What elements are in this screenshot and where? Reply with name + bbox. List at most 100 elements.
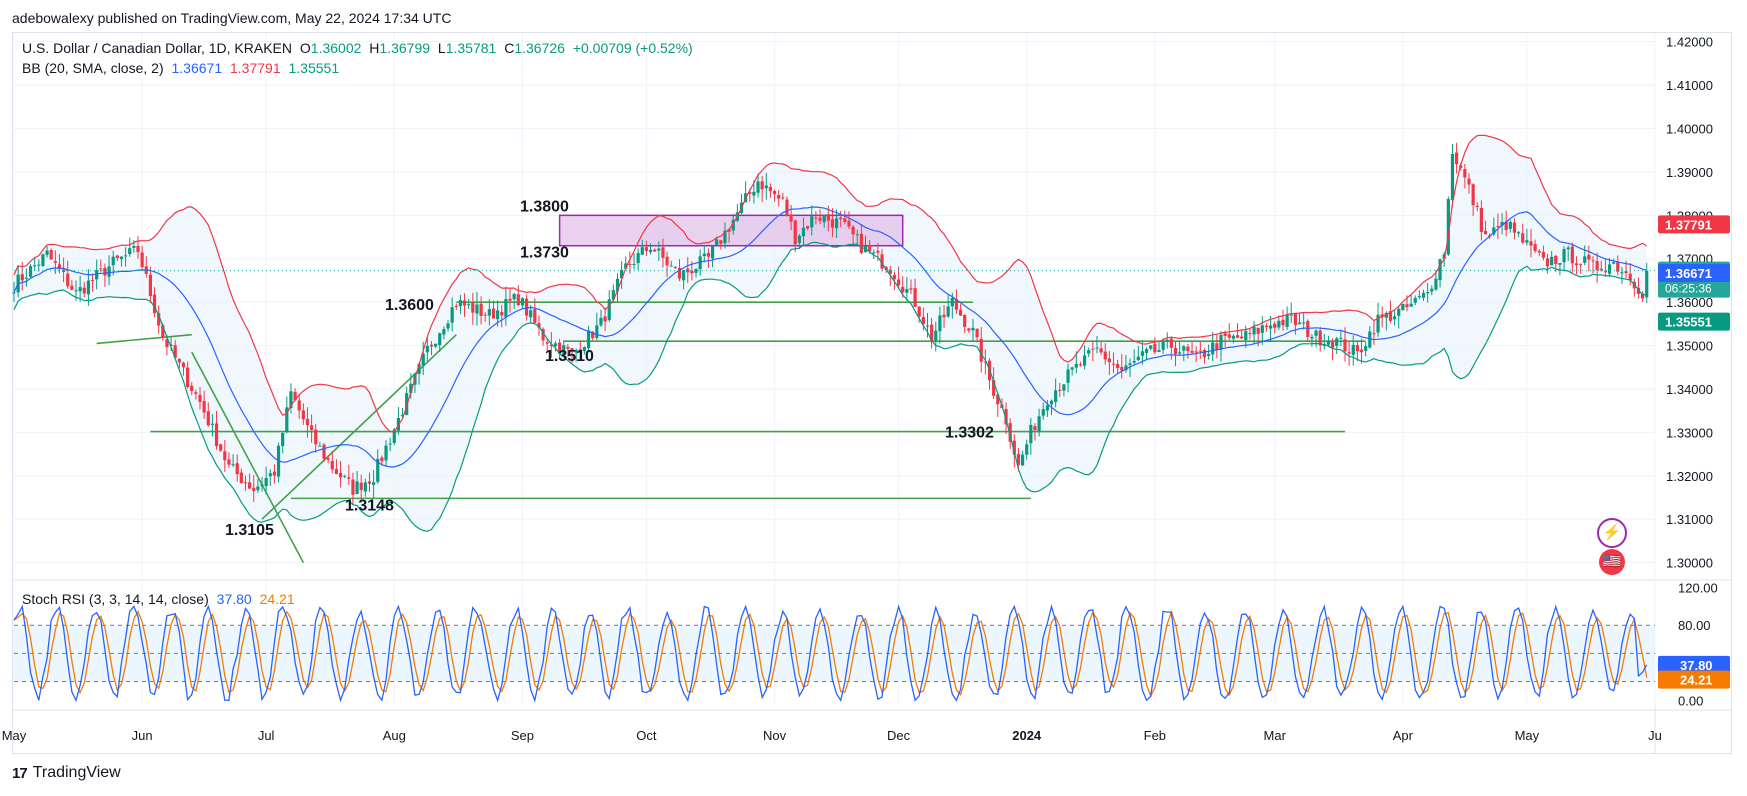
candle-body bbox=[1037, 416, 1041, 431]
candle-body bbox=[1120, 367, 1124, 371]
candle-body bbox=[1277, 320, 1281, 328]
candle-body bbox=[223, 451, 227, 461]
candle-body bbox=[1136, 356, 1140, 361]
candle-body bbox=[611, 290, 615, 300]
symbol-title[interactable]: U.S. Dollar / Canadian Dollar, 1D, KRAKE… bbox=[22, 40, 292, 56]
candle-body bbox=[578, 349, 582, 353]
candle-body bbox=[669, 265, 673, 267]
candle-body bbox=[434, 343, 438, 347]
candle-body bbox=[818, 217, 822, 221]
candle-body bbox=[682, 270, 686, 281]
tradingview-footer[interactable]: 17 TradingView bbox=[12, 764, 121, 782]
level-label: 1.3600 bbox=[385, 297, 434, 314]
us-flag-icon[interactable]: 🇺🇸 bbox=[1599, 549, 1625, 575]
candle-body bbox=[810, 216, 814, 228]
tradingview-logo-icon: 17 bbox=[12, 764, 28, 782]
bb-basis-tag-bg bbox=[1658, 264, 1730, 283]
candle-body bbox=[169, 344, 173, 346]
candle-body bbox=[136, 245, 140, 253]
candle-body bbox=[880, 254, 884, 269]
candle-body bbox=[1570, 246, 1574, 264]
candle-body bbox=[74, 290, 78, 292]
candle-body bbox=[1256, 327, 1260, 334]
candle-body bbox=[1223, 333, 1227, 336]
bb-label[interactable]: BB (20, SMA, close, 2) bbox=[22, 60, 164, 76]
candle-body bbox=[53, 261, 57, 263]
candle-body bbox=[1235, 335, 1240, 338]
candle-body bbox=[165, 339, 169, 348]
candle-body bbox=[1521, 233, 1525, 243]
candle-body bbox=[20, 274, 24, 281]
x-tick-label: Apr bbox=[1393, 728, 1414, 743]
bb-basis-tag: 1.36671 bbox=[1665, 266, 1712, 281]
x-tick-label: Mar bbox=[1264, 728, 1287, 743]
candle-body bbox=[764, 185, 768, 189]
candle-body bbox=[1041, 409, 1045, 416]
candle-body bbox=[1008, 423, 1012, 442]
candle-body bbox=[1554, 255, 1558, 264]
y-tick-label: 1.34000 bbox=[1666, 382, 1713, 397]
stoch-label[interactable]: Stoch RSI (3, 3, 14, 14, close) bbox=[22, 591, 209, 607]
candle-body bbox=[384, 445, 388, 461]
candle-body bbox=[1058, 389, 1062, 391]
candle-body bbox=[1583, 256, 1587, 263]
candle-body bbox=[355, 481, 359, 495]
level-label: 1.3730 bbox=[520, 245, 569, 262]
candle-body bbox=[400, 414, 405, 417]
chart-frame bbox=[12, 32, 1732, 754]
stoch-k-line bbox=[13, 603, 1648, 703]
bb-basis-value: 1.36671 bbox=[171, 60, 223, 76]
candle-body bbox=[1537, 251, 1541, 253]
candle-body bbox=[1562, 249, 1566, 263]
candle-body bbox=[562, 345, 566, 355]
candle-body bbox=[1248, 332, 1252, 334]
candle-body bbox=[24, 277, 29, 279]
candle-body bbox=[901, 286, 905, 293]
candle-body bbox=[239, 472, 243, 484]
candle-body bbox=[132, 246, 136, 248]
candle-body bbox=[1620, 272, 1624, 274]
candle-body bbox=[599, 317, 603, 326]
candle-body bbox=[1182, 346, 1186, 351]
candle-body bbox=[1645, 270, 1649, 298]
x-tick-label: 2024 bbox=[1012, 728, 1042, 743]
candle-body bbox=[1016, 454, 1021, 465]
candle-body bbox=[1231, 335, 1235, 339]
candle-body bbox=[281, 433, 285, 446]
candle-body bbox=[1541, 252, 1545, 258]
candle-body bbox=[777, 195, 781, 199]
candle-body bbox=[1165, 339, 1169, 342]
candle-body bbox=[925, 325, 930, 327]
candle-body bbox=[181, 362, 186, 368]
candle-body bbox=[760, 181, 764, 190]
candle-body bbox=[235, 463, 239, 475]
candle-body bbox=[921, 316, 925, 325]
candle-body bbox=[115, 255, 119, 259]
lightning-icon[interactable]: ⚡ bbox=[1597, 518, 1627, 548]
candle-body bbox=[834, 218, 839, 229]
candle-body bbox=[248, 482, 252, 489]
candle-body bbox=[595, 325, 599, 339]
candle-body bbox=[1492, 227, 1496, 235]
candle-body bbox=[504, 298, 508, 317]
candle-body bbox=[148, 274, 153, 297]
candle-body bbox=[326, 458, 330, 460]
candle-body bbox=[938, 315, 942, 332]
candle-body bbox=[851, 226, 855, 235]
candle-body bbox=[1471, 184, 1475, 206]
candle-body bbox=[1628, 273, 1632, 281]
low-label: L bbox=[437, 40, 446, 56]
candle-body bbox=[1450, 153, 1455, 201]
candle-body bbox=[186, 367, 190, 388]
candle-body bbox=[1281, 319, 1285, 326]
stoch-k-tag: 37.80 bbox=[1680, 658, 1713, 673]
candle-body bbox=[1426, 291, 1430, 294]
candle-body bbox=[103, 267, 107, 276]
candle-body bbox=[190, 385, 194, 391]
candle-body bbox=[1314, 330, 1318, 336]
candle-body bbox=[1607, 264, 1612, 274]
candle-body bbox=[1587, 254, 1591, 260]
candle-body bbox=[1194, 351, 1198, 353]
candle-body bbox=[119, 256, 124, 260]
